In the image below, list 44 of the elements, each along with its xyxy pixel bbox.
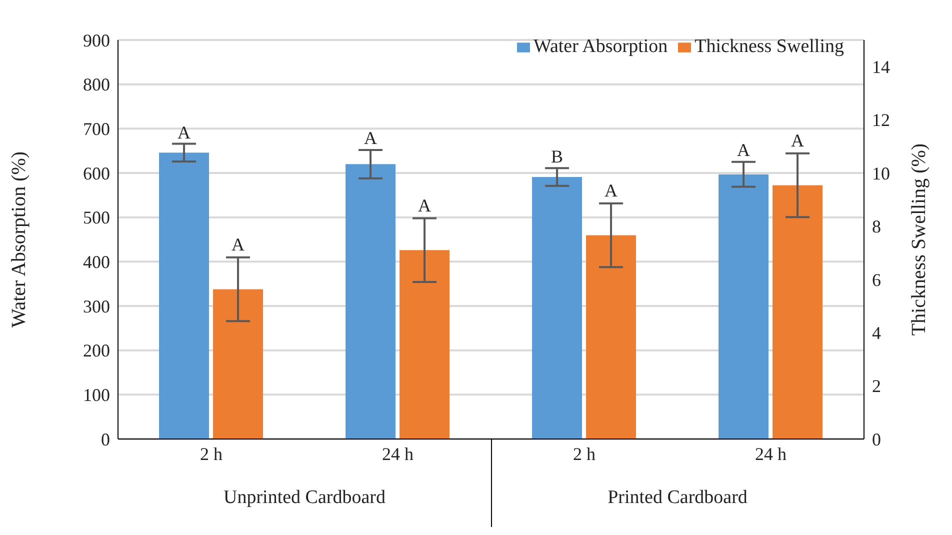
bar bbox=[532, 176, 582, 439]
y-tick-label: 100 bbox=[83, 385, 110, 406]
y2-tick-label: 12 bbox=[872, 110, 890, 130]
y2-tick-label: 2 bbox=[872, 376, 881, 396]
y2-tick-label: 4 bbox=[872, 322, 881, 343]
bar bbox=[586, 235, 636, 439]
y-tick-label: 700 bbox=[83, 119, 110, 140]
x-tick-label: 2 h bbox=[573, 444, 596, 464]
legend-label: Thickness Swelling bbox=[694, 36, 844, 57]
y-tick-label: 400 bbox=[83, 252, 110, 272]
data-label: B bbox=[551, 146, 564, 167]
y-tick-label: 800 bbox=[83, 74, 110, 95]
y-tick-label: 500 bbox=[83, 208, 110, 228]
text: Printed Cardboard bbox=[606, 487, 748, 509]
y2-tick-label: 10 bbox=[872, 163, 890, 184]
y-tick-label: 900 bbox=[83, 30, 110, 50]
bar bbox=[213, 289, 264, 439]
y-tick-label: 200 bbox=[83, 340, 110, 361]
x-tick-label: 24 h bbox=[382, 444, 414, 464]
data-label: A bbox=[737, 140, 750, 160]
y-axis-title: Water Absorption (%) bbox=[8, 151, 30, 328]
data-label: A bbox=[604, 180, 618, 201]
text: Unprinted Cardboard bbox=[222, 487, 386, 509]
bar bbox=[159, 152, 210, 439]
y-tick-label: 0 bbox=[101, 429, 110, 450]
y2-tick-label: 6 bbox=[872, 270, 881, 290]
bar bbox=[400, 250, 450, 439]
x-tick-label: 24 h bbox=[755, 444, 786, 464]
data-label: A bbox=[232, 234, 245, 255]
data-label: A bbox=[364, 128, 378, 148]
data-label: A bbox=[418, 195, 432, 216]
y2-tick-label: 0 bbox=[872, 429, 881, 450]
bar bbox=[718, 174, 769, 439]
data-label: A bbox=[178, 122, 191, 142]
y2-tick-label: 8 bbox=[872, 216, 881, 237]
y-tick-label: 300 bbox=[83, 296, 110, 316]
x-tick-label: 2 h bbox=[200, 444, 222, 464]
y2-tick-label: 14 bbox=[872, 56, 890, 77]
bar bbox=[772, 185, 823, 439]
bar bbox=[346, 164, 396, 439]
data-label: A bbox=[791, 130, 804, 151]
legend-label: Water Absorption bbox=[534, 36, 668, 57]
y2-axis-title: Thickness Swelling (%) bbox=[908, 143, 930, 336]
y-tick-label: 600 bbox=[83, 163, 110, 184]
